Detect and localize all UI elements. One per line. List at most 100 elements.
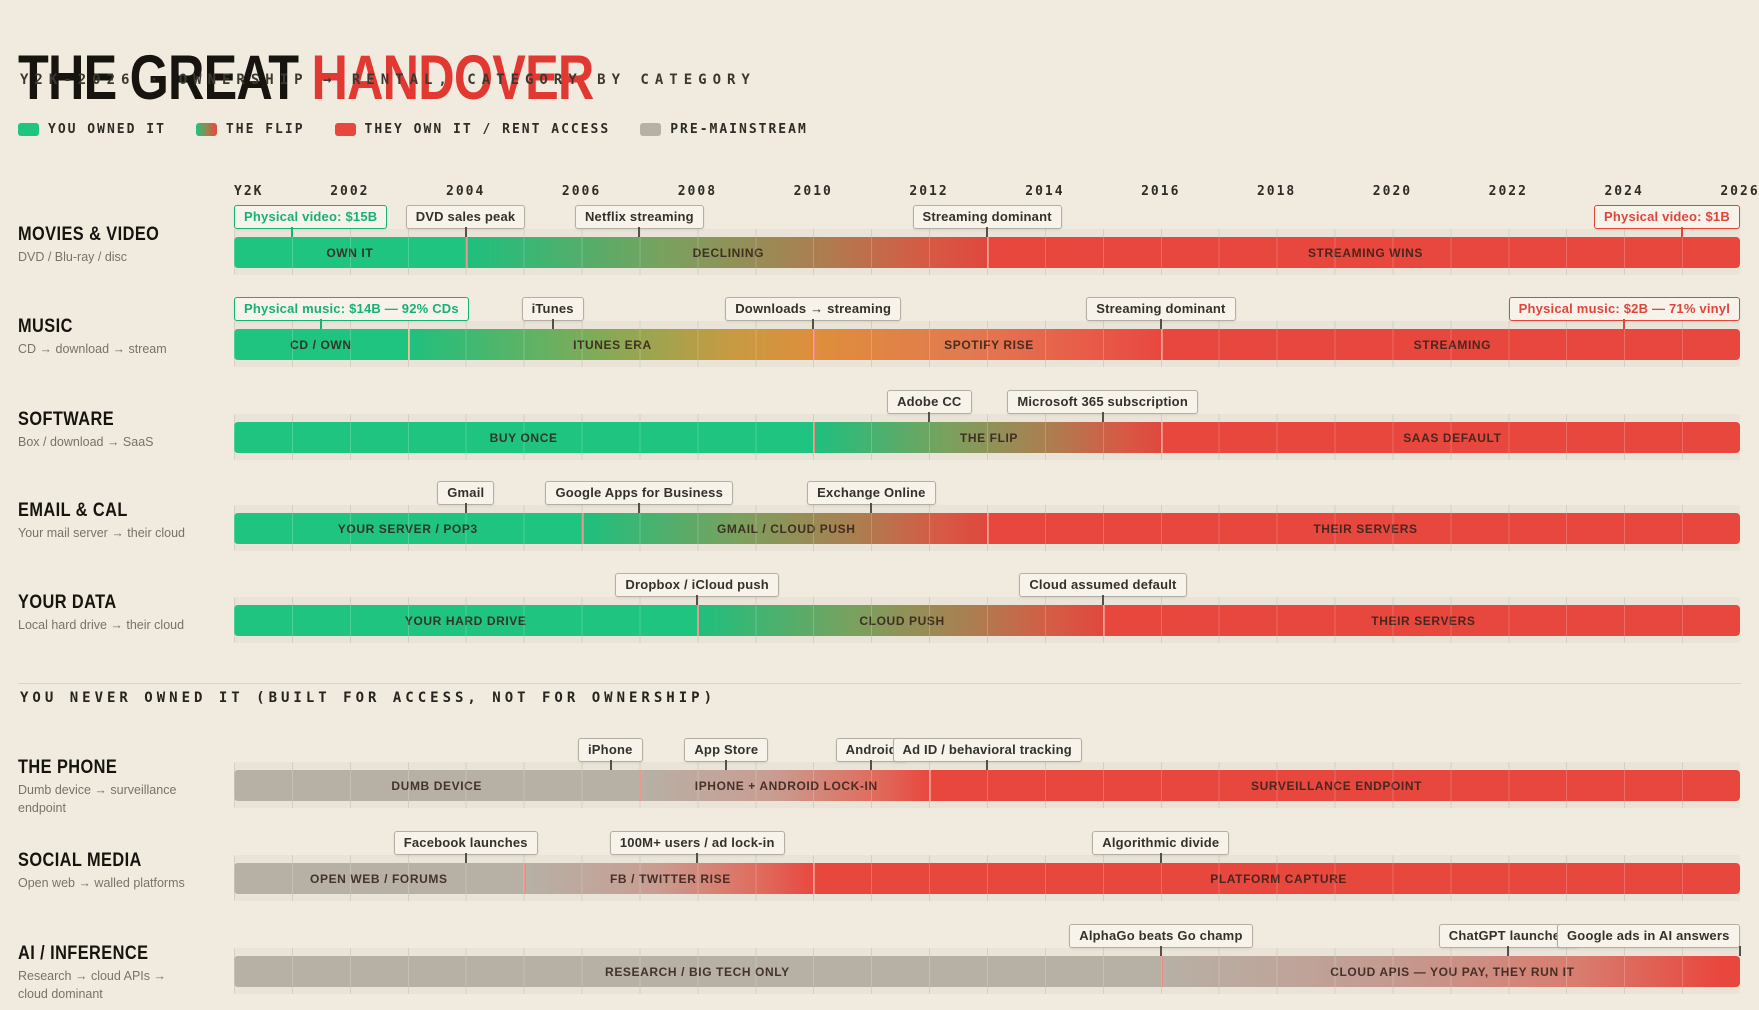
bar-segment: IPHONE + ANDROID LOCK-IN xyxy=(639,770,932,801)
legend-swatch-rent-icon xyxy=(334,123,356,136)
timeline-bar: YOUR HARD DRIVE CLOUD PUSH THEIR SERVERS xyxy=(234,605,1740,636)
annotation-pointer xyxy=(1101,412,1104,422)
bar-segment: STREAMING xyxy=(1160,329,1740,360)
bar-segment-label: PLATFORM CAPTURE xyxy=(1210,871,1347,886)
subtitle: Y2K-2026 · OWNERSHIP → RENTAL, CATEGORY … xyxy=(20,72,756,88)
category-label: THE PHONE xyxy=(18,757,118,778)
annotation-callout: Streaming dominant xyxy=(1086,297,1236,321)
bar-segment: FB / TWITTER RISE xyxy=(523,863,816,894)
bar-segment: SAAS DEFAULT xyxy=(1160,422,1740,453)
category-sublabel: Research → cloud APIs → cloud dominant xyxy=(18,969,166,1001)
annotation-pointer xyxy=(725,760,728,770)
bar-segment-label: GMAIL / CLOUD PUSH xyxy=(716,521,856,536)
bar-segment: ITUNES ERA xyxy=(407,329,816,360)
axis-tick-label: 2012 xyxy=(909,184,949,199)
annotation-callout: AlphaGo beats Go champ xyxy=(1069,924,1253,948)
category-sublabel: DVD / Blu-ray / disc xyxy=(18,250,128,264)
category-sublabel: Box / download → SaaS xyxy=(18,435,154,449)
bar-segment: SPOTIFY RISE xyxy=(813,329,1163,360)
bar-segment-label: FB / TWITTER RISE xyxy=(609,871,731,886)
axis-tick-label: 2002 xyxy=(330,184,370,199)
annotation-pointer xyxy=(1739,946,1741,956)
annotation-callout: Physical music: $14B — 92% CDs xyxy=(234,297,469,321)
annotation-pointer xyxy=(638,227,641,237)
bar-segment-label: YOUR SERVER / POP3 xyxy=(337,521,478,536)
axis-tick-label: 2006 xyxy=(561,184,602,199)
legend: YOU OWNED IT THE FLIP THEY OWN IT / RENT A… xyxy=(18,122,808,137)
bar-segment: DUMB DEVICE xyxy=(234,770,640,801)
category-label: SOFTWARE xyxy=(18,409,115,430)
category-sublabel: Local hard drive → their cloud xyxy=(18,618,185,632)
annotation-callout: Netflix streaming xyxy=(574,205,704,229)
annotation-callout: ChatGPT launches xyxy=(1438,924,1578,948)
bar-segment: YOUR SERVER / POP3 xyxy=(234,513,582,544)
annotation-callout: iPhone xyxy=(578,738,643,762)
annotation-pointer xyxy=(1159,853,1162,863)
annotation-pointer xyxy=(928,412,931,422)
annotation-callout: Streaming dominant xyxy=(912,205,1062,229)
legend-swatch-own-icon xyxy=(18,123,39,136)
annotation-callout: Facebook launches xyxy=(393,831,538,855)
bar-segment-label: CLOUD PUSH xyxy=(859,613,945,628)
annotation-callout: Algorithmic divide xyxy=(1092,831,1230,855)
annotation-pointer xyxy=(1507,946,1510,956)
axis-tick-label: 2016 xyxy=(1141,184,1181,199)
section-heading: YOU NEVER OWNED IT (BUILT FOR ACCESS, NO… xyxy=(20,690,717,706)
bar-segment: OWN IT xyxy=(234,237,466,268)
bar-segment-label: SPOTIFY RISE xyxy=(944,337,1034,352)
annotation-pointer xyxy=(986,760,988,770)
bar-segment-label: THE FLIP xyxy=(959,430,1019,445)
axis-tick-label: 2018 xyxy=(1256,184,1297,199)
bar-segment: THEIR SERVERS xyxy=(987,513,1740,544)
annotation-callout: Adobe CC xyxy=(887,390,972,414)
annotation-callout: Cloud assumed default xyxy=(1019,573,1187,597)
annotation-pointer xyxy=(696,853,699,863)
bar-segment-label: CLOUD APIS — YOU PAY, THEY RUN IT xyxy=(1330,964,1575,979)
annotation-pointer xyxy=(319,319,322,329)
bar-segment: DECLINING xyxy=(465,237,989,268)
axis-tick-label: Y2K xyxy=(234,184,264,199)
bar-segment: SURVEILLANCE ENDPOINT xyxy=(929,770,1740,801)
annotation-pointer xyxy=(870,503,873,513)
category-label: YOUR DATA xyxy=(18,592,117,613)
bar-segment-label: IPHONE + ANDROID LOCK-IN xyxy=(694,778,878,793)
bar-segment-label: BUY ONCE xyxy=(489,430,558,445)
axis-tick-label: 2014 xyxy=(1025,184,1065,199)
annotation-pointer xyxy=(696,595,699,605)
category-label: MUSIC xyxy=(18,316,73,337)
annotation-pointer xyxy=(464,227,467,237)
section-divider xyxy=(18,683,1741,684)
bar-segment-label: SAAS DEFAULT xyxy=(1403,430,1502,445)
annotation-callout: Microsoft 365 subscription xyxy=(1007,390,1198,414)
bar-segment: PLATFORM CAPTURE xyxy=(813,863,1740,894)
annotation-callout: App Store xyxy=(684,738,769,762)
legend-swatch-pre-icon xyxy=(640,123,662,136)
bar-segment: STREAMING WINS xyxy=(987,237,1740,268)
timeline-bar: BUY ONCE THE FLIP SAAS DEFAULT xyxy=(234,422,1740,453)
legend-swatch-flip-icon xyxy=(195,123,217,136)
annotation-pointer xyxy=(1159,319,1162,329)
title-red: HANDOVER xyxy=(311,43,594,114)
category-label: AI / INFERENCE xyxy=(18,943,149,964)
annotation-pointer xyxy=(464,503,467,513)
category-sublabel: Dumb device → surveillance endpoint xyxy=(18,783,177,815)
category-label: SOCIAL MEDIA xyxy=(18,850,142,871)
legend-item-own: YOU OWNED IT xyxy=(18,122,166,137)
bar-segment-label: OWN IT xyxy=(326,245,374,260)
bar-segment: GMAIL / CLOUD PUSH xyxy=(581,513,989,544)
bar-segment: THEIR SERVERS xyxy=(1102,605,1740,636)
legend-label: PRE-MAINSTREAM xyxy=(670,122,808,137)
annotation-pointer xyxy=(1681,227,1684,237)
bar-segment-label: ITUNES ERA xyxy=(573,337,652,352)
annotation-pointer xyxy=(1159,946,1162,956)
timeline-bar: RESEARCH / BIG TECH ONLY CLOUD APIS — YOU… xyxy=(234,956,1740,987)
bar-segment: YOUR HARD DRIVE xyxy=(234,605,698,636)
bar-segment-label: STREAMING xyxy=(1413,337,1492,352)
bar-segment-label: THEIR SERVERS xyxy=(1313,521,1418,536)
annotation-callout: Physical video: $1B xyxy=(1594,205,1740,229)
timeline-bar: OWN IT DECLINING STREAMING WINS xyxy=(234,237,1740,268)
legend-item-rent: THEY OWN IT / RENT ACCESS xyxy=(334,122,611,137)
bar-segment: CLOUD PUSH xyxy=(697,605,1105,636)
category-sublabel: Your mail server → their cloud xyxy=(18,526,185,540)
annotation-callout: Exchange Online xyxy=(807,481,936,505)
